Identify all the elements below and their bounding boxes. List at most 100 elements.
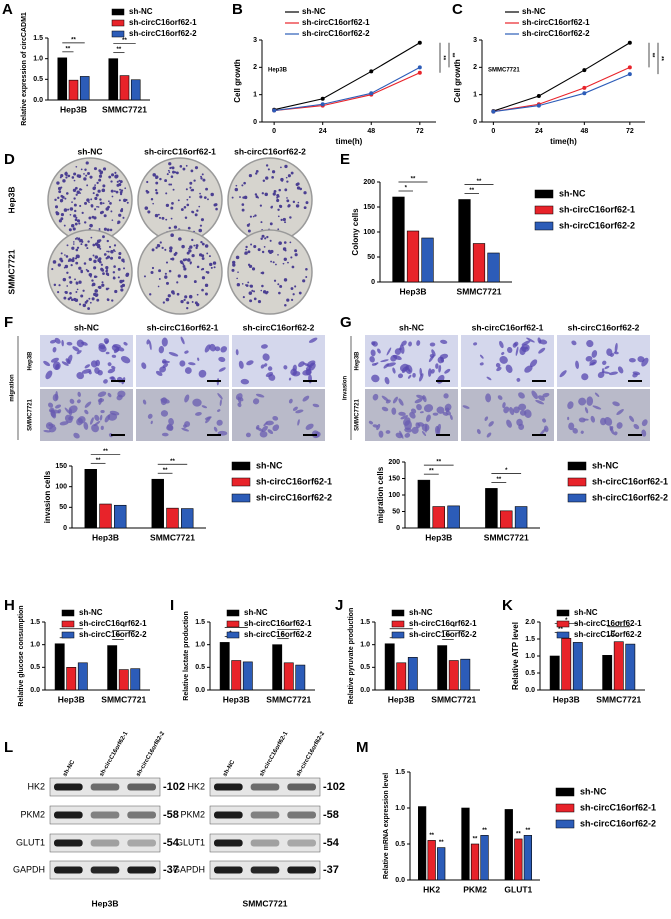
- cell: [519, 410, 527, 416]
- colony: [183, 298, 186, 301]
- legend-label: sh-NC: [129, 7, 153, 16]
- colony: [149, 293, 152, 296]
- bar: [625, 643, 636, 691]
- legend-swatch: [231, 461, 251, 471]
- colony: [55, 211, 59, 214]
- colony: [297, 201, 300, 204]
- row-label: SMMC7721: [6, 249, 16, 294]
- cell: [391, 407, 397, 415]
- cell: [255, 393, 265, 398]
- y-tick-label: 0.0: [360, 687, 370, 694]
- colony: [98, 174, 103, 178]
- significance-label: **: [611, 630, 616, 636]
- legend-label: sh-circC16orf62-1: [302, 18, 370, 27]
- cell: [436, 423, 441, 434]
- cell: [184, 421, 191, 428]
- colony: [204, 244, 209, 248]
- colony: [68, 276, 72, 279]
- colony: [234, 187, 239, 192]
- colony: [110, 256, 114, 260]
- cell: [592, 405, 602, 410]
- cell: [537, 337, 542, 344]
- colony: [125, 272, 130, 276]
- y-tick-label: 1.0: [525, 653, 535, 660]
- band: [250, 783, 280, 791]
- cell: [507, 346, 513, 354]
- colony: [180, 300, 184, 304]
- colony: [75, 261, 79, 265]
- colony: [154, 213, 159, 218]
- cell: [252, 398, 260, 405]
- x-tick-label: SMMC7721: [431, 694, 476, 704]
- colony: [249, 299, 253, 303]
- y-tick-label: 50: [367, 254, 375, 261]
- colony: [114, 250, 116, 253]
- colony: [102, 167, 107, 171]
- cell: [597, 371, 605, 379]
- band: [287, 811, 316, 819]
- cell: [288, 398, 293, 404]
- colony: [74, 298, 79, 303]
- protein-label: GAPDH: [13, 864, 45, 874]
- colony: [201, 288, 204, 292]
- legend-swatch: [61, 620, 75, 628]
- significance-label: **: [496, 477, 501, 483]
- y-axis-label: migration cells: [376, 466, 385, 523]
- y-tick-label: 1: [253, 92, 257, 99]
- colony: [91, 282, 96, 287]
- colony: [275, 263, 277, 266]
- cell: [409, 412, 416, 419]
- cell: [502, 402, 506, 409]
- x-tick-label: HK2: [423, 884, 440, 894]
- colony: [65, 174, 68, 177]
- colony: [157, 213, 160, 216]
- cell: [161, 337, 168, 347]
- bar: [407, 657, 418, 691]
- cell: [65, 358, 71, 365]
- colony: [92, 254, 95, 257]
- cell: [616, 422, 623, 429]
- colony: [116, 180, 119, 183]
- cell: [246, 360, 254, 366]
- colony: [289, 241, 292, 244]
- cell: [184, 394, 190, 403]
- colony: [173, 225, 178, 229]
- cell: [428, 355, 434, 363]
- colony: [188, 247, 190, 250]
- cell: [84, 364, 91, 369]
- y-tick-label: 2.0: [525, 619, 535, 626]
- legend-swatch: [111, 30, 125, 38]
- bar: [231, 660, 242, 691]
- cell: [542, 392, 550, 398]
- x-tick-label: 72: [416, 128, 424, 135]
- colony: [191, 301, 194, 303]
- colony: [186, 251, 190, 255]
- colony: [80, 294, 84, 298]
- cell: [107, 362, 112, 367]
- colony: [279, 284, 283, 288]
- colony: [290, 256, 293, 259]
- bar: [427, 840, 436, 881]
- colony: [67, 297, 71, 301]
- colony: [74, 218, 78, 222]
- colony: [273, 279, 277, 282]
- cell: [260, 364, 265, 369]
- colony: [199, 224, 203, 227]
- colony: [51, 268, 54, 271]
- colony: [62, 179, 66, 183]
- cell: [245, 432, 251, 438]
- colony: [75, 291, 78, 293]
- colony: [236, 277, 238, 280]
- cell: [385, 399, 391, 404]
- colony: [111, 299, 114, 302]
- colony: [171, 290, 175, 294]
- colony: [253, 297, 257, 301]
- colony: [53, 283, 57, 287]
- cell: [267, 429, 274, 435]
- colony: [64, 254, 66, 256]
- colony: [182, 258, 186, 262]
- colony: [175, 171, 179, 175]
- significance-label: **: [116, 634, 121, 640]
- colony: [101, 189, 104, 192]
- cell: [567, 401, 574, 410]
